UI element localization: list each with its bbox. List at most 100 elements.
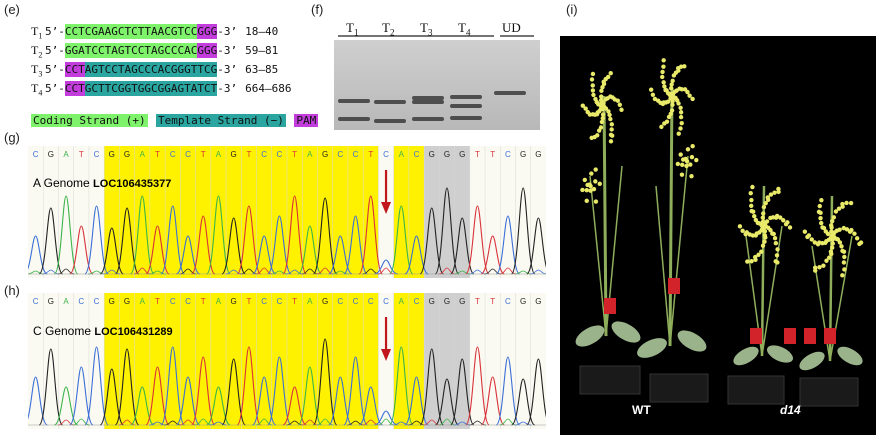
strand-legend: Coding Strand (+) Template Strand (−) PA… bbox=[31, 111, 319, 129]
flower bbox=[675, 161, 681, 167]
legend-template-strand: Template Strand (−) bbox=[156, 114, 286, 127]
flower bbox=[759, 249, 764, 254]
flower bbox=[760, 215, 766, 220]
trace-peak bbox=[389, 205, 414, 275]
gel-panel: T1 T2 T3 T4 UD bbox=[334, 20, 544, 132]
flower bbox=[591, 186, 597, 192]
flower bbox=[770, 231, 775, 236]
locus-id-c: LOC106431289 bbox=[94, 326, 173, 338]
flower bbox=[833, 209, 839, 214]
flower bbox=[609, 127, 614, 132]
flower bbox=[608, 132, 614, 138]
base-call: C bbox=[368, 297, 374, 306]
guide-name: T2 bbox=[31, 43, 43, 60]
guide-sequence-row: T2 5’-GGATCCTAGTCCTAGCCCACGGG-3’ 59–81 bbox=[31, 43, 279, 59]
flower bbox=[778, 215, 783, 220]
gel-lane-label: T4 bbox=[458, 20, 471, 38]
flower bbox=[678, 126, 683, 131]
plant-tag bbox=[824, 328, 836, 344]
base-call: G bbox=[109, 150, 115, 159]
base-call: C bbox=[170, 150, 176, 159]
trace-peak bbox=[206, 195, 231, 275]
flower bbox=[685, 147, 691, 152]
trace-peak bbox=[38, 207, 64, 275]
base-call: C bbox=[94, 297, 100, 306]
trace-peak bbox=[236, 205, 262, 275]
flower bbox=[844, 200, 849, 206]
base-call: C bbox=[78, 297, 84, 306]
guide-name: T4 bbox=[31, 81, 43, 98]
flower bbox=[761, 211, 766, 216]
flower bbox=[659, 124, 664, 130]
flower bbox=[829, 218, 835, 224]
base-call: A bbox=[399, 297, 405, 306]
gel-band bbox=[412, 100, 444, 104]
panel-label-f: (f) bbox=[311, 2, 324, 17]
flower bbox=[757, 221, 762, 226]
protospacer: GGATCCTAGTCCTAGCCCAC bbox=[64, 43, 198, 58]
flower bbox=[676, 131, 681, 136]
sequence-range: 664–686 bbox=[245, 82, 292, 95]
trace-peak bbox=[343, 215, 368, 275]
flower bbox=[740, 228, 745, 234]
base-call: G bbox=[109, 297, 115, 306]
flower bbox=[600, 106, 605, 112]
flower bbox=[600, 116, 605, 121]
trace-peak bbox=[374, 259, 398, 275]
flower bbox=[852, 231, 857, 236]
legend-coding-strand: Coding Strand (+) bbox=[31, 114, 148, 127]
flower bbox=[776, 189, 781, 195]
flower bbox=[601, 100, 606, 105]
flower bbox=[617, 102, 622, 107]
sequence-suffix: -3’ bbox=[217, 44, 238, 57]
trace-peak bbox=[419, 207, 444, 275]
base-call: T bbox=[475, 150, 480, 159]
sequence-range: 63–85 bbox=[245, 63, 279, 76]
gel-lane-label: T3 bbox=[420, 20, 433, 38]
base-call: C bbox=[94, 150, 100, 159]
flower bbox=[650, 92, 656, 97]
gel-band bbox=[450, 116, 482, 120]
flower bbox=[760, 243, 766, 248]
trace-peak bbox=[343, 356, 368, 426]
flower bbox=[766, 197, 771, 203]
pot bbox=[799, 377, 859, 407]
base-call: T bbox=[292, 150, 297, 159]
base-call: T bbox=[79, 150, 84, 159]
trace-peak bbox=[389, 346, 414, 426]
flower bbox=[674, 88, 679, 93]
base-call: G bbox=[231, 297, 237, 306]
base-call: T bbox=[201, 150, 206, 159]
flower bbox=[802, 229, 808, 234]
gel-band bbox=[412, 96, 444, 100]
trace-peak bbox=[526, 358, 546, 426]
flower bbox=[830, 241, 835, 246]
base-call: A bbox=[307, 297, 313, 306]
trace-noise bbox=[362, 268, 380, 275]
trace-peak bbox=[190, 215, 216, 275]
pam-site: CCT bbox=[64, 81, 85, 96]
base-call: T bbox=[490, 297, 495, 306]
flower bbox=[589, 135, 594, 141]
base-call: C bbox=[337, 297, 343, 306]
flower bbox=[597, 102, 602, 107]
flower bbox=[840, 273, 845, 278]
plant-tag bbox=[750, 328, 762, 344]
flower bbox=[590, 71, 596, 77]
stem bbox=[668, 87, 674, 347]
flower bbox=[690, 96, 695, 102]
base-call: G bbox=[459, 150, 465, 159]
trace-peak bbox=[53, 195, 79, 275]
base-call: C bbox=[414, 150, 420, 159]
leaf bbox=[611, 321, 641, 343]
flower bbox=[750, 209, 756, 214]
sequence-suffix: -3’ bbox=[217, 25, 238, 38]
sequence-range: 59–81 bbox=[245, 44, 279, 57]
flower bbox=[606, 109, 611, 114]
flower bbox=[593, 199, 599, 204]
flower bbox=[760, 226, 765, 231]
flower bbox=[660, 74, 665, 80]
locus-id-a: LOC106435377 bbox=[93, 178, 172, 190]
flower bbox=[763, 201, 768, 206]
base-call: G bbox=[459, 297, 465, 306]
